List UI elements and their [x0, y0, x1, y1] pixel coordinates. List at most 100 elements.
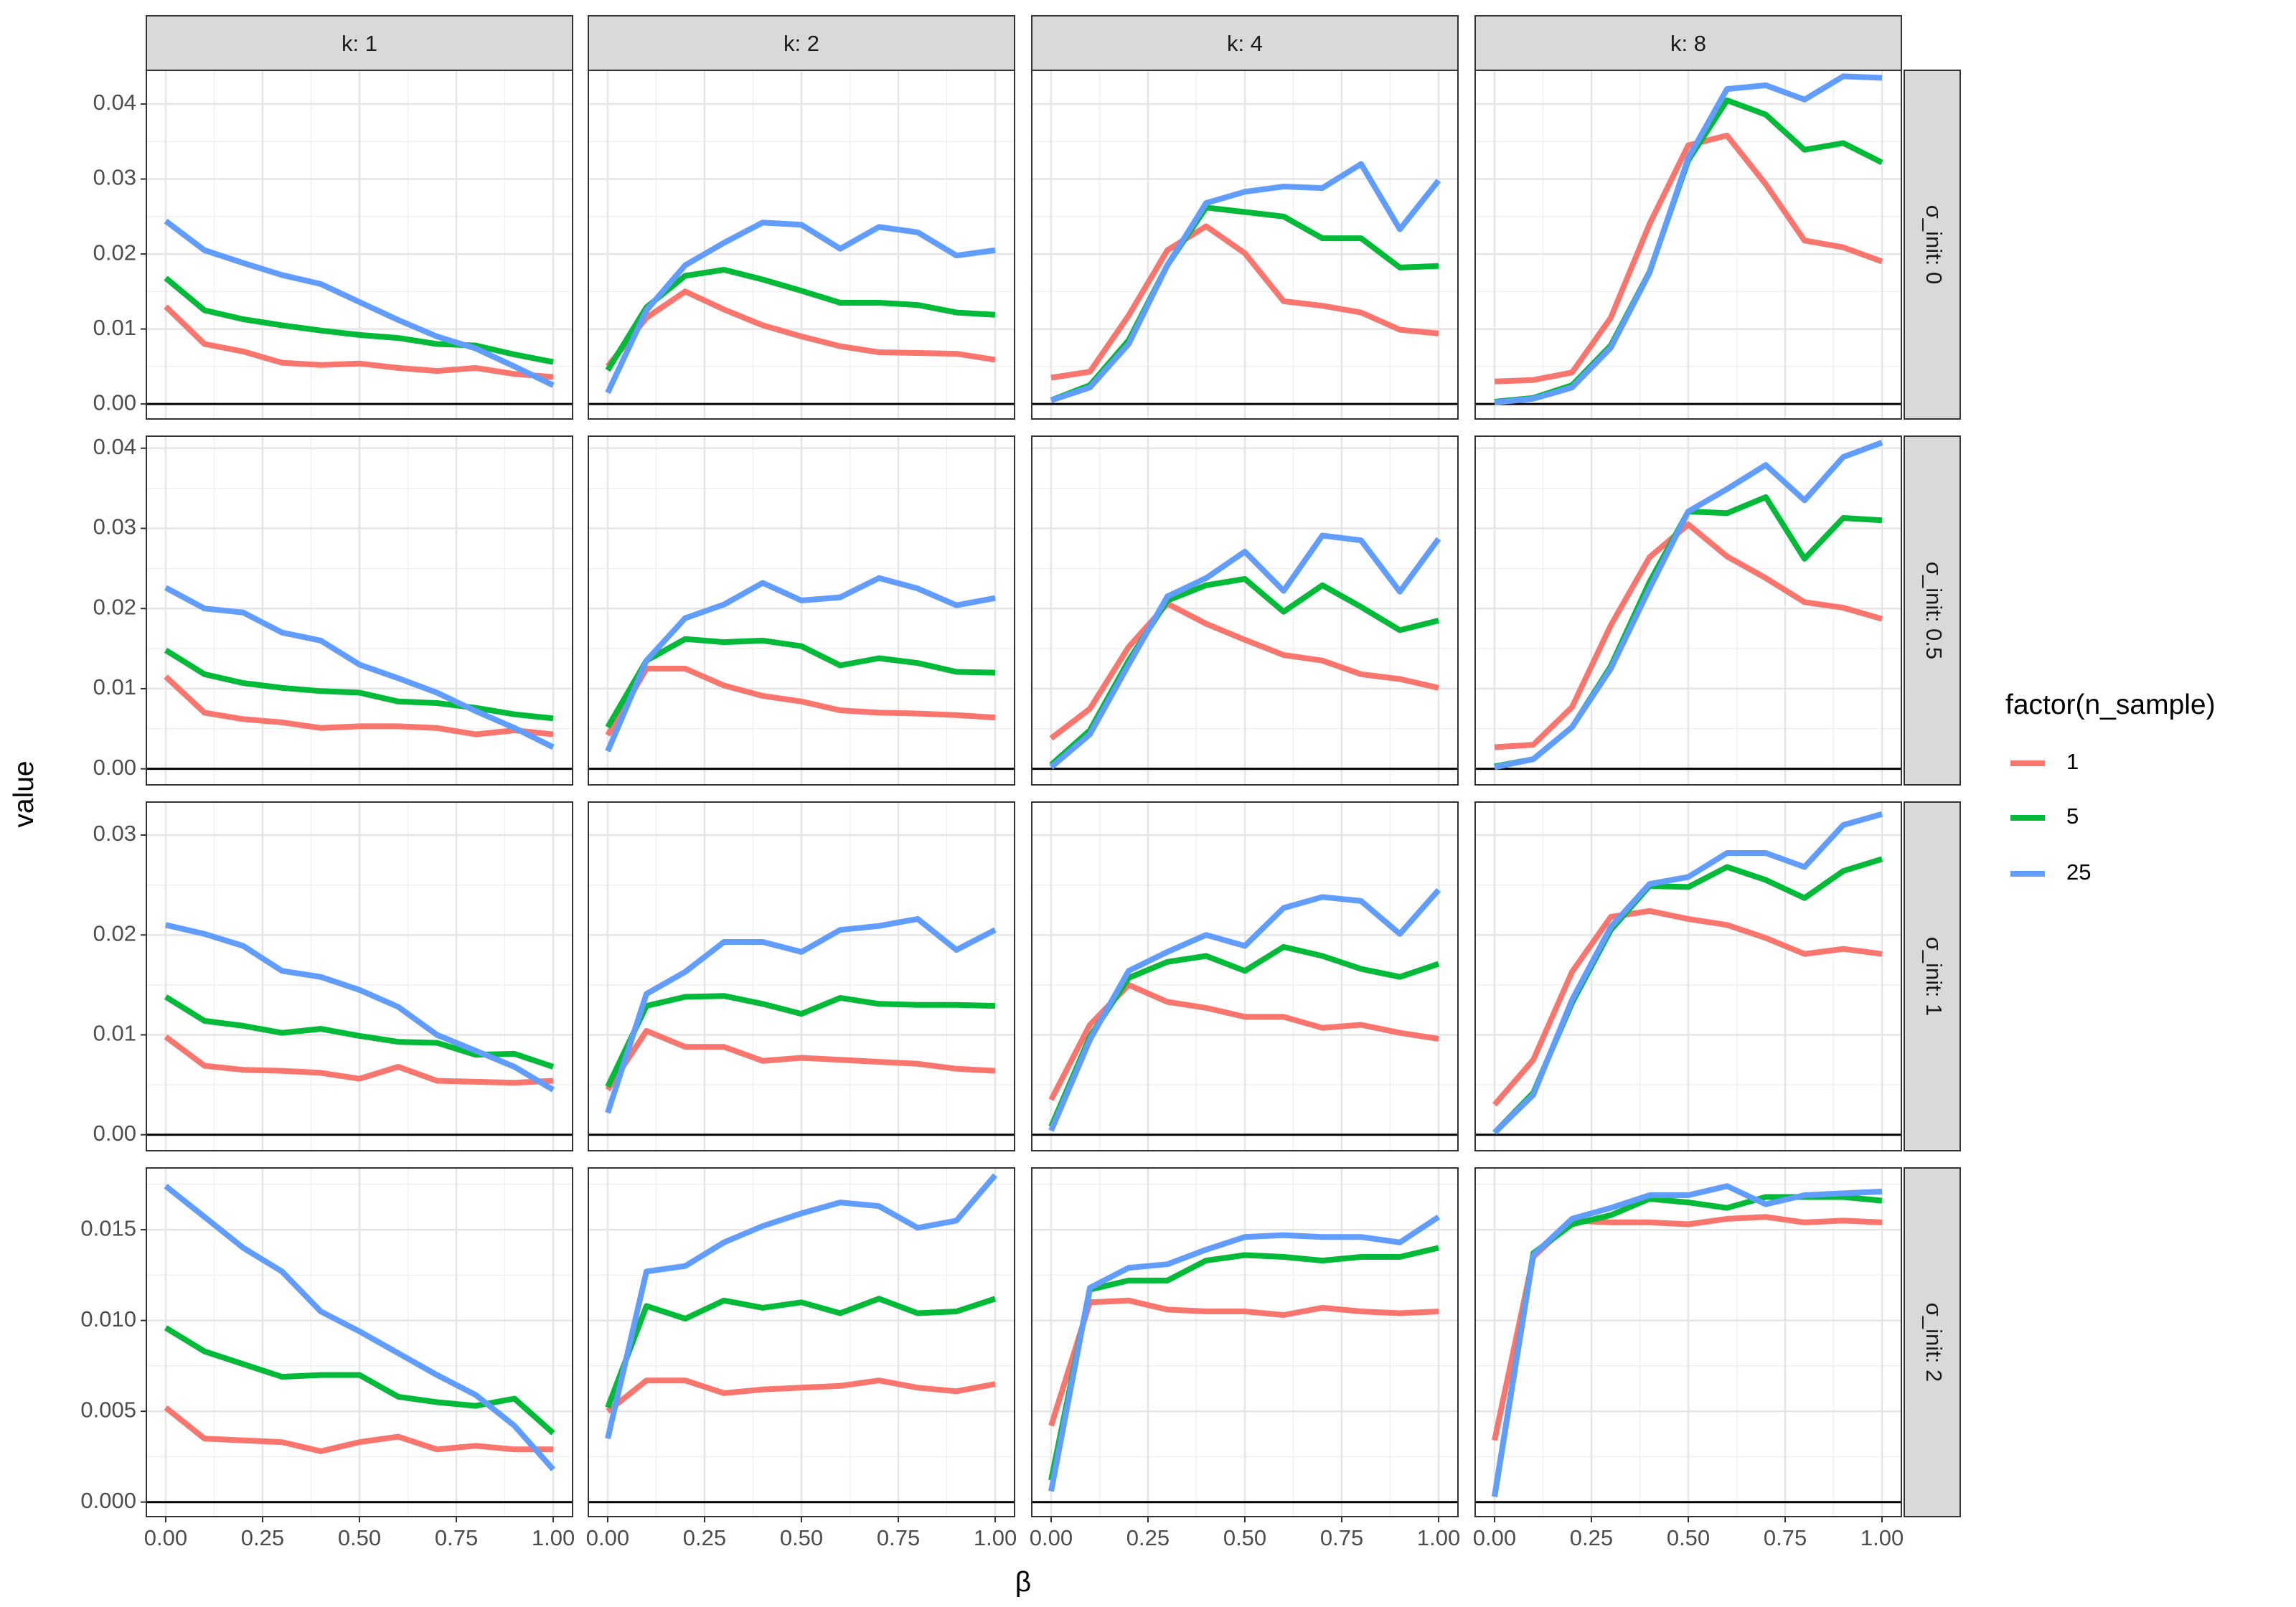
- y-tick-label: 0.01: [93, 1021, 136, 1046]
- facet-strip-label-row-3: σ_init: 2: [1921, 1303, 1947, 1382]
- y-tick-label: 0.03: [93, 165, 136, 190]
- legend-label-5: 5: [2066, 804, 2079, 829]
- series-line-n1-r3-c2: [1048, 1297, 1439, 1427]
- series-line-n1-r1-c2: [1049, 600, 1439, 741]
- series-line-n5-r0-c1: [605, 267, 996, 372]
- series-line-n25-r3-c1: [605, 1173, 998, 1440]
- y-tick-label: 0.005: [80, 1397, 136, 1422]
- panel-r0-c3: [1474, 70, 1902, 420]
- series-line-n5-r1-c1: [605, 636, 996, 729]
- x-tick-label: 0.50: [338, 1525, 381, 1550]
- series-line-n25-r3-c3: [1492, 1183, 1883, 1497]
- series-line-n25-r1-c2: [1049, 532, 1441, 770]
- series-line-n1-r2-c3: [1492, 908, 1883, 1107]
- legend-label-1: 1: [2066, 749, 2079, 774]
- series-line-n25-r0-c3: [1494, 73, 1883, 405]
- y-tick-label: 0.02: [93, 240, 136, 265]
- panel-r0-c2: [1031, 70, 1459, 420]
- facet-strip-label-col-2: k: 4: [1227, 31, 1263, 56]
- panel-r1-c3: [1474, 435, 1902, 786]
- facet-strip-row-0: [1904, 70, 1961, 420]
- series-line-n25-r3-c0: [164, 1184, 555, 1471]
- panel-border: [588, 435, 1015, 786]
- x-tick-label: 1.00: [1860, 1525, 1904, 1550]
- series-line-n25-r0-c0: [164, 218, 555, 388]
- panel-r1-c0: [146, 435, 573, 786]
- y-tick-label: 0.015: [80, 1215, 136, 1240]
- series-line-n1-r3-c1: [606, 1377, 996, 1414]
- y-tick-label: 0.01: [93, 674, 136, 699]
- series-line-n5-r1-c0: [164, 647, 554, 722]
- y-tick-label: 0.02: [93, 920, 136, 946]
- y-tick-label: 0.00: [93, 390, 136, 415]
- series-line-n1-r0-c0: [164, 304, 554, 380]
- series-line-n1-r2-c0: [164, 1034, 554, 1086]
- y-tick-label: 0.04: [93, 90, 136, 115]
- panel-r2-c0: [146, 801, 573, 1151]
- panel-border: [1031, 435, 1459, 786]
- series-line-n5-r2-c1: [605, 993, 996, 1088]
- x-tick-label: 0.50: [1223, 1525, 1266, 1550]
- facet-strip-label-col-0: k: 1: [342, 31, 377, 56]
- y-tick-label: 0.000: [80, 1488, 136, 1513]
- facet-panels: k: 1 k: 2 k: 4 k: 8 σ_init: 0 σ_init: 0.5 σ_in…: [146, 15, 1961, 1517]
- x-tick-label: 0.25: [1126, 1525, 1170, 1550]
- x-tick-label: 0.00: [586, 1525, 629, 1550]
- series-line-n1-r0-c1: [605, 288, 996, 369]
- series-line-n1-r1-c1: [605, 666, 996, 737]
- panel-border: [588, 70, 1015, 420]
- x-axis-title: β: [1015, 1567, 1031, 1598]
- series-line-n1-r0-c3: [1494, 132, 1883, 385]
- series-line-n1-r0-c2: [1050, 223, 1439, 381]
- panel-border: [1474, 801, 1902, 1151]
- series-line-n25-r0-c2: [1050, 161, 1441, 403]
- series-line-n25-r1-c1: [605, 575, 996, 753]
- x-tick-label: 0.75: [1320, 1525, 1363, 1550]
- panel-r1-c1: [588, 435, 1015, 786]
- series-line-n25-r3-c2: [1048, 1214, 1441, 1492]
- panel-r3-c1: [588, 1167, 1015, 1517]
- y-tick-label: 0.03: [93, 514, 136, 539]
- panel-border: [146, 801, 573, 1151]
- series-line-n25-r2-c2: [1048, 887, 1441, 1132]
- panel-border: [588, 801, 1015, 1151]
- y-tick-label: 0.02: [93, 594, 136, 619]
- series-line-n1-r3-c0: [164, 1405, 553, 1454]
- series-line-n25-r1-c3: [1494, 440, 1883, 770]
- facet-strip-col-2: [1031, 15, 1459, 71]
- panel-border: [1474, 70, 1902, 420]
- panel-border: [1031, 801, 1459, 1151]
- panel-r0-c0: [146, 70, 573, 420]
- y-tick-label: 0.03: [93, 821, 136, 846]
- y-axis-title: value: [9, 760, 39, 827]
- y-tick-label: 0.010: [80, 1306, 136, 1332]
- panel-r2-c1: [588, 801, 1015, 1151]
- x-tick-label: 0.75: [435, 1525, 478, 1550]
- series-line-n1-r2-c1: [605, 1027, 996, 1092]
- panel-r3-c0: [146, 1167, 573, 1517]
- series-line-n25-r0-c1: [605, 220, 996, 395]
- panel-r3-c2: [1031, 1167, 1459, 1517]
- series-line-n25-r2-c0: [165, 922, 555, 1093]
- y-tick-label: 0.00: [93, 1121, 136, 1146]
- facet-strip-label-col-3: k: 8: [1670, 31, 1706, 56]
- x-tick-label: 0.50: [780, 1525, 823, 1550]
- facet-strip-label-row-2: σ_init: 1: [1921, 937, 1947, 1016]
- y-tick-label: 0.01: [93, 315, 136, 340]
- legend-label-25: 25: [2066, 859, 2091, 885]
- series-line-n1-r1-c0: [164, 674, 554, 737]
- x-tick-label: 0.25: [683, 1525, 726, 1550]
- series-line-n25-r1-c0: [164, 585, 555, 750]
- series-line-n5-r0-c0: [164, 275, 554, 365]
- panel-border: [146, 70, 573, 420]
- panel-r3-c3: [1474, 1167, 1902, 1517]
- panel-r2-c2: [1031, 801, 1459, 1151]
- facet-strip-row-1: [1904, 435, 1961, 786]
- x-tick-label: 0.00: [1473, 1525, 1516, 1550]
- facet-strip-row-3: [1904, 1167, 1961, 1517]
- facet-strip-label-row-0: σ_init: 0: [1921, 205, 1947, 284]
- x-tick-label: 1.00: [532, 1525, 575, 1550]
- facet-strip-col-0: [146, 15, 573, 71]
